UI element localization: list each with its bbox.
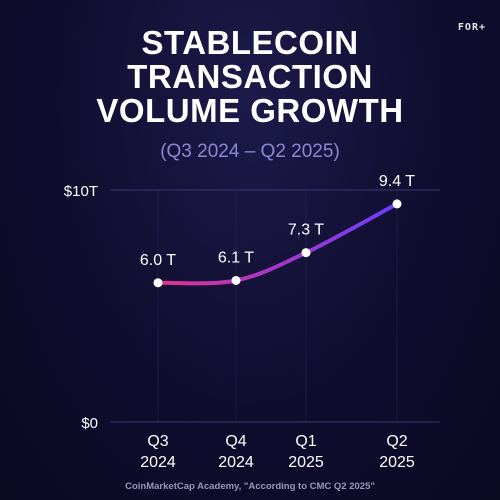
x-tick-label-year: 2024 [218, 454, 254, 471]
y-tick-label: $10T [64, 183, 98, 200]
data-label: 6.0 T [140, 252, 176, 269]
x-tick-label-quarter: Q4 [225, 433, 246, 450]
x-tick-label-quarter: Q3 [147, 433, 168, 450]
y-tick-label: $0 [81, 415, 98, 432]
title-line-3: VOLUME GROWTH [96, 92, 404, 129]
data-point [231, 275, 241, 285]
x-tick-label-year: 2025 [379, 454, 415, 471]
chart-subtitle: (Q3 2024 – Q2 2025) [160, 141, 340, 162]
x-tick-label-year: 2024 [140, 454, 176, 471]
x-tick-label-quarter: Q2 [386, 433, 407, 450]
x-tick-label-year: 2025 [288, 454, 324, 471]
data-label: 9.4 T [379, 173, 415, 190]
chart-title: STABLECOIN TRANSACTION VOLUME GROWTH [0, 26, 500, 128]
data-point [392, 199, 402, 209]
title-line-1: STABLECOIN [141, 24, 359, 61]
data-label: 7.3 T [288, 222, 324, 239]
source-note: CoinMarketCap Academy, "According to CMC… [125, 481, 375, 492]
x-tick-label-quarter: Q1 [295, 433, 316, 450]
brand-logo: FOR+ [457, 22, 486, 33]
title-line-2: TRANSACTION [127, 58, 373, 95]
data-point [153, 278, 163, 288]
data-point [301, 248, 311, 258]
series-line [156, 201, 399, 286]
data-label: 6.1 T [218, 249, 254, 266]
